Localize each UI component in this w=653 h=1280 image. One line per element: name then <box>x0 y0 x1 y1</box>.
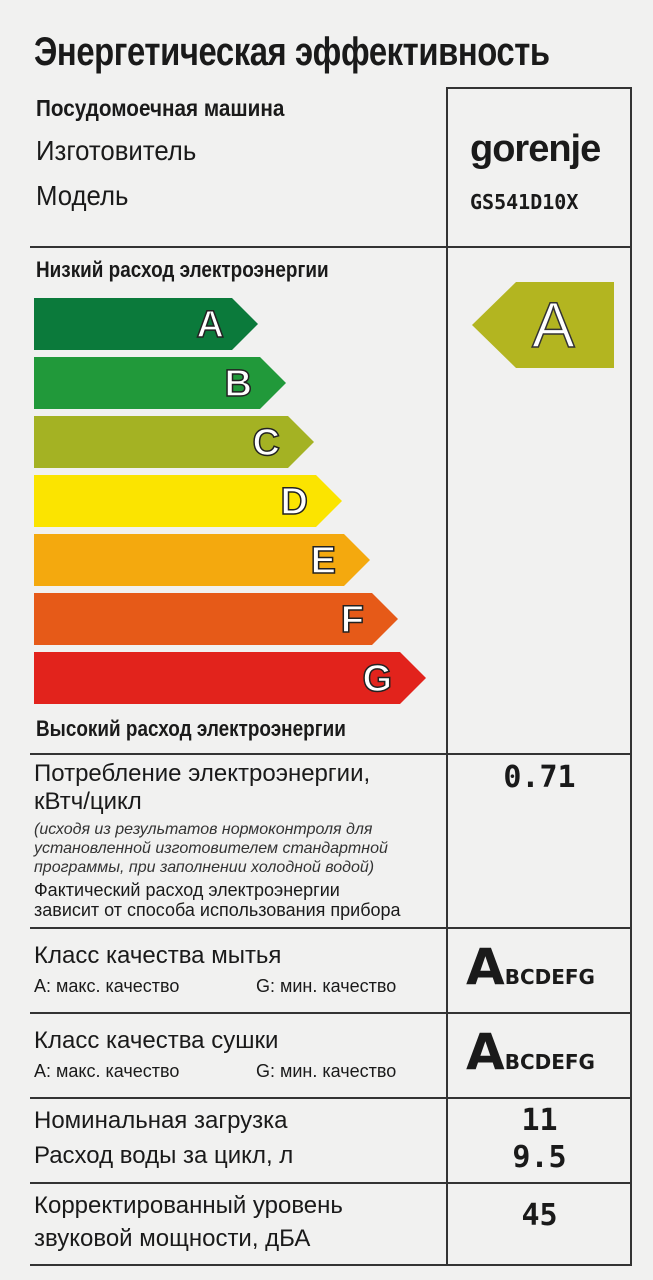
capacity-label: Номинальная загрузка <box>34 1107 288 1134</box>
high-consumption-caption: Высокий расход электроэнергии <box>36 716 346 741</box>
energy-class-letter: C <box>252 422 280 464</box>
consumption-value: 0.71 <box>503 760 576 795</box>
washing-class-letter: A <box>466 938 505 996</box>
energy-class-letter: D <box>280 481 308 523</box>
washing-min: G: мин. качество <box>256 976 397 996</box>
divider <box>446 87 448 1265</box>
consumption-label: Потребление электроэнергии, <box>34 760 371 787</box>
consumption-note: (исходя из результатов нормоконтроля для <box>34 821 373 838</box>
washing-max: A: макс. качество <box>34 976 180 996</box>
low-consumption-caption: Низкий расход электроэнергии <box>36 257 329 282</box>
washing-class: ABCDEFG <box>466 938 595 996</box>
energy-class-bar-g: G <box>34 652 426 704</box>
energy-class-letter: B <box>224 363 252 405</box>
energy-class-bar-c: C <box>34 416 314 468</box>
drying-label: Класс качества сушки <box>34 1027 279 1054</box>
consumption-note: программы, при заполнении холодной водой… <box>34 859 375 876</box>
drying-min: G: мин. качество <box>256 1061 397 1081</box>
energy-class-letter: F <box>340 599 364 641</box>
drying-class: ABCDEFG <box>466 1023 595 1081</box>
energy-rating-letter: A <box>531 288 575 362</box>
consumption-info: зависит от способа использования прибора <box>34 900 401 920</box>
washing-label: Класс качества мытья <box>34 942 282 969</box>
energy-class-bar-a: A <box>34 298 258 350</box>
divider <box>30 753 632 755</box>
energy-class-bar-e: E <box>34 534 370 586</box>
drying-class-scale: BCDEFG <box>504 1050 595 1074</box>
drying-class-letter: A <box>466 1023 505 1081</box>
consumption-note: установленной изготовителем стандартной <box>34 840 388 857</box>
divider <box>30 246 632 248</box>
consumption-info: Фактический расход электроэнергии <box>34 880 340 900</box>
manufacturer-label: Изготовитель <box>36 135 197 166</box>
divider <box>30 1182 632 1184</box>
divider <box>30 1012 632 1014</box>
model-label: Модель <box>36 180 129 211</box>
label-title: Энергетическая эффективность <box>34 30 550 74</box>
energy-class-letter: G <box>362 658 392 700</box>
capacity-value: 11 <box>521 1103 558 1138</box>
divider <box>30 1264 632 1266</box>
energy-class-bar-d: D <box>34 475 342 527</box>
manufacturer-logo: gorenje <box>470 128 601 170</box>
divider <box>630 87 632 1265</box>
noise-label: Корректированный уровень <box>34 1192 343 1219</box>
noise-value: 45 <box>521 1198 558 1233</box>
model-value: GS541D10X <box>470 190 579 214</box>
drying-max: A: макс. качество <box>34 1061 180 1081</box>
energy-rating-arrow: A <box>472 282 614 368</box>
noise-unit: звуковой мощности, дБА <box>34 1225 311 1252</box>
washing-class-scale: BCDEFG <box>504 965 595 989</box>
divider <box>30 927 632 929</box>
energy-class-bar-f: F <box>34 593 398 645</box>
water-value: 9.5 <box>512 1140 567 1175</box>
energy-class-letter: A <box>196 304 224 346</box>
energy-class-letter: E <box>310 540 336 582</box>
consumption-unit: кВтч/цикл <box>34 788 142 815</box>
water-label: Расход воды за цикл, л <box>34 1142 294 1169</box>
energy-class-bar-b: B <box>34 357 286 409</box>
divider <box>30 1097 632 1099</box>
divider <box>447 87 632 89</box>
appliance-type: Посудомоечная машина <box>36 95 285 121</box>
